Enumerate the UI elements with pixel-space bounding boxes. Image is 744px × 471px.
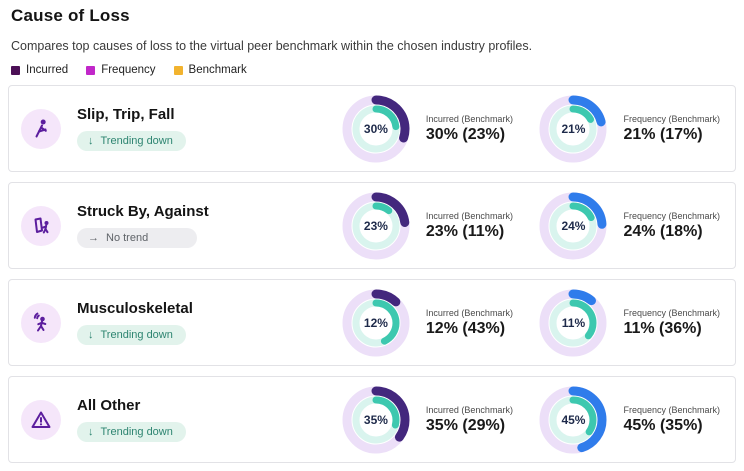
benchmark-swatch-icon [173, 65, 183, 75]
incurred-swatch-icon [11, 65, 20, 75]
cause-card-struck-by-against[interactable]: Struck By, Against → No trend 23% Incurr… [8, 182, 736, 269]
incurred-metric-label: Incurred (Benchmark) [425, 210, 513, 221]
cause-title: Slip, Trip, Fall [77, 106, 175, 123]
page-title: Cause of Loss [11, 6, 130, 25]
trend-label: Trending down [100, 329, 173, 341]
incurred-donut-chart: 23% [340, 190, 412, 262]
arrow-down-icon: ↓ [88, 426, 94, 438]
frequency-metric-value: 21% (17%) [623, 125, 703, 143]
arrow-right-icon: → [88, 232, 99, 244]
legend-item-incurred: Incurred [11, 64, 68, 76]
incurred-donut-chart: 30% [340, 93, 412, 165]
donut-center-value: 23% [363, 218, 388, 233]
donut-center-value: 35% [363, 412, 388, 427]
frequency-metric-value: 11% (36%) [623, 319, 702, 337]
donut-center-value: 11% [561, 315, 586, 330]
frequency-donut-chart: 24% [537, 190, 609, 262]
frequency-swatch-icon [86, 65, 96, 75]
arrow-down-icon: ↓ [88, 329, 94, 341]
legend-label: Frequency [101, 64, 156, 76]
incurred-metric-value: 12% (43%) [425, 319, 506, 337]
donut-center-value: 21% [561, 121, 586, 136]
incurred-donut-chart: 35% [340, 384, 412, 456]
incurred-metric-label: Incurred (Benchmark) [425, 307, 513, 318]
musculoskeletal-icon [21, 302, 61, 343]
legend-item-benchmark: Benchmark [173, 64, 247, 76]
trend-label: Trending down [100, 135, 173, 147]
frequency-metric-value: 24% (18%) [623, 222, 703, 240]
trend-badge: → No trend [77, 228, 197, 248]
incurred-metric-value: 35% (29%) [425, 416, 506, 434]
cause-card-all-other[interactable]: All Other ↓ Trending down 35% Incurred (… [8, 376, 736, 463]
incurred-metric-value: 23% (11%) [425, 222, 505, 240]
frequency-metric-label: Frequency (Benchmark) [623, 307, 721, 318]
incurred-metric-label: Incurred (Benchmark) [425, 113, 513, 124]
struck-by-against-icon [21, 205, 61, 246]
cause-title: Musculoskeletal [77, 300, 193, 317]
donut-center-value: 45% [561, 412, 586, 427]
incurred-metric-value: 30% (23%) [425, 125, 506, 143]
trend-label: No trend [106, 232, 149, 244]
incurred-metric-label: Incurred (Benchmark) [425, 404, 513, 415]
warning-triangle-icon [21, 399, 61, 440]
frequency-metric-value: 45% (35%) [623, 416, 703, 434]
legend-label: Benchmark [188, 64, 247, 76]
frequency-donut-chart: 45% [537, 384, 609, 456]
page-subtitle: Compares top causes of loss to the virtu… [11, 39, 533, 53]
frequency-metric-label: Frequency (Benchmark) [623, 210, 721, 221]
arrow-down-icon: ↓ [88, 135, 94, 147]
frequency-donut-chart: 21% [537, 93, 609, 165]
cause-card-slip-trip-fall[interactable]: Slip, Trip, Fall ↓ Trending down 30% Inc… [8, 85, 736, 172]
trend-badge: ↓ Trending down [77, 131, 186, 151]
frequency-donut-chart: 11% [537, 287, 609, 359]
incurred-donut-chart: 12% [340, 287, 412, 359]
trend-badge: ↓ Trending down [77, 422, 186, 442]
trend-label: Trending down [100, 426, 173, 438]
cause-card-list: Slip, Trip, Fall ↓ Trending down 30% Inc… [8, 85, 736, 463]
chart-legend: Incurred Frequency Benchmark [11, 64, 733, 76]
cause-title: Struck By, Against [77, 203, 209, 220]
legend-label: Incurred [26, 64, 69, 76]
donut-center-value: 30% [363, 121, 388, 136]
legend-item-frequency: Frequency [86, 64, 156, 76]
cause-title: All Other [77, 397, 141, 414]
frequency-metric-label: Frequency (Benchmark) [623, 404, 721, 415]
trend-badge: ↓ Trending down [77, 325, 186, 345]
donut-center-value: 24% [561, 218, 586, 233]
frequency-metric-label: Frequency (Benchmark) [623, 113, 721, 124]
slip-trip-fall-icon [21, 108, 61, 149]
cause-card-musculoskeletal[interactable]: Musculoskeletal ↓ Trending down 12% Incu… [8, 279, 736, 366]
donut-center-value: 12% [363, 315, 388, 330]
